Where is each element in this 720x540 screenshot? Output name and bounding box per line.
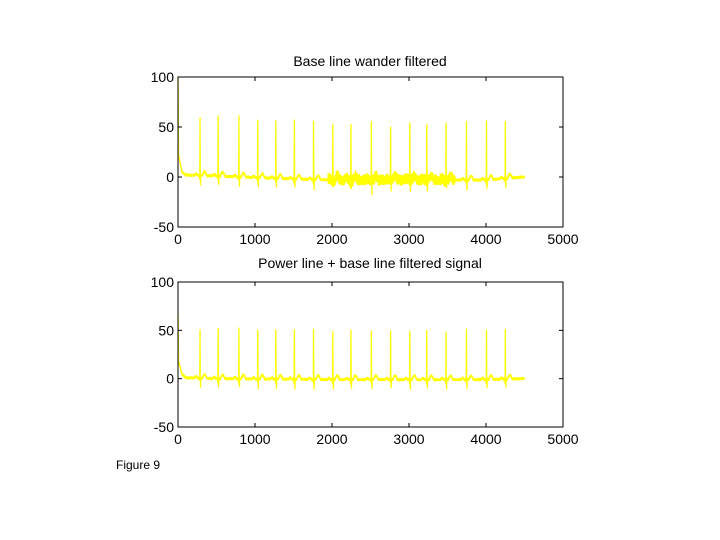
signal-line bbox=[177, 76, 526, 196]
y-tick-label: 100 bbox=[151, 274, 175, 290]
x-tick-label: 0 bbox=[174, 431, 182, 447]
chart-power-line-filtered: Power line + base line filtered signal 0… bbox=[151, 255, 579, 447]
signal-series bbox=[177, 76, 526, 196]
x-tick-label: 5000 bbox=[547, 231, 578, 247]
x-tick-label: 3000 bbox=[393, 231, 424, 247]
x-tick-label: 3000 bbox=[393, 431, 424, 447]
axes-box bbox=[177, 281, 564, 428]
y-tick-label: 0 bbox=[166, 371, 174, 387]
x-tick-label: 2000 bbox=[316, 231, 347, 247]
x-tick-label: 2000 bbox=[316, 431, 347, 447]
signal-series bbox=[177, 315, 525, 390]
y-tick-label: -50 bbox=[154, 219, 174, 235]
x-tick-label: 5000 bbox=[547, 431, 578, 447]
chart-title: Power line + base line filtered signal bbox=[258, 255, 482, 271]
x-tick-label: 4000 bbox=[470, 431, 501, 447]
x-tick-label: 1000 bbox=[239, 431, 270, 447]
y-tick-label: 50 bbox=[158, 322, 174, 338]
x-tick-label: 4000 bbox=[470, 231, 501, 247]
chart-baseline-wander-filtered: Base line wander filtered 0 1000 2000 3000 4… bbox=[151, 53, 579, 247]
y-tick-label: 50 bbox=[158, 119, 174, 135]
y-tick-label: 0 bbox=[166, 169, 174, 185]
x-tick-label: 1000 bbox=[239, 231, 270, 247]
y-tick-label: -50 bbox=[154, 419, 174, 435]
chart-title: Base line wander filtered bbox=[293, 53, 446, 69]
y-tick-label: 100 bbox=[151, 69, 175, 85]
figure-caption: Figure 9 bbox=[116, 458, 161, 472]
signal-line bbox=[177, 315, 525, 390]
axes-box bbox=[177, 76, 564, 228]
x-tick-label: 0 bbox=[174, 231, 182, 247]
